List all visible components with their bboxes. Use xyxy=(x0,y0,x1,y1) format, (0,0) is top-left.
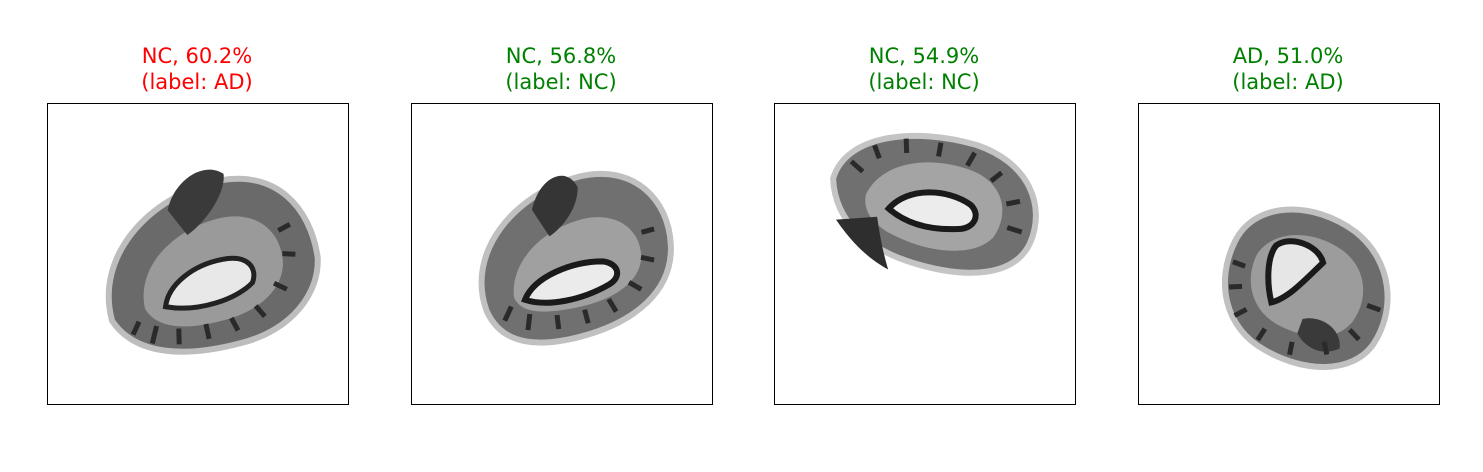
brain-slice-image xyxy=(478,170,674,346)
brain-image xyxy=(411,103,713,405)
panel-2: NC, 56.8% (label: NC) xyxy=(401,0,721,472)
panel-title: NC, 54.9% (label: NC) xyxy=(764,43,1084,95)
label-text: (label: NC) xyxy=(505,70,617,94)
prediction-text: AD, 51.0% xyxy=(1232,44,1344,68)
prediction-text: NC, 56.8% xyxy=(505,44,617,68)
brain-image xyxy=(774,103,1076,405)
brain-image xyxy=(47,103,349,405)
prediction-text: NC, 54.9% xyxy=(868,44,980,68)
label-text: (label: AD) xyxy=(1232,70,1344,94)
brain-slice-image xyxy=(830,132,1039,276)
panel-title: NC, 56.8% (label: NC) xyxy=(401,43,721,95)
panel-title: NC, 60.2% (label: AD) xyxy=(37,43,357,95)
panel-1: NC, 60.2% (label: AD) xyxy=(37,0,357,472)
panel-4: AD, 51.0% (label: AD) xyxy=(1128,0,1448,472)
label-text: (label: AD) xyxy=(141,70,253,94)
brain-slice-image xyxy=(105,169,321,355)
label-text: (label: NC) xyxy=(868,70,980,94)
panel-title: AD, 51.0% (label: AD) xyxy=(1128,43,1448,95)
brain-image xyxy=(1138,103,1440,405)
prediction-text: NC, 60.2% xyxy=(141,44,253,68)
panel-3: NC, 54.9% (label: NC) xyxy=(764,0,1084,472)
brain-slice-image xyxy=(1221,206,1391,370)
